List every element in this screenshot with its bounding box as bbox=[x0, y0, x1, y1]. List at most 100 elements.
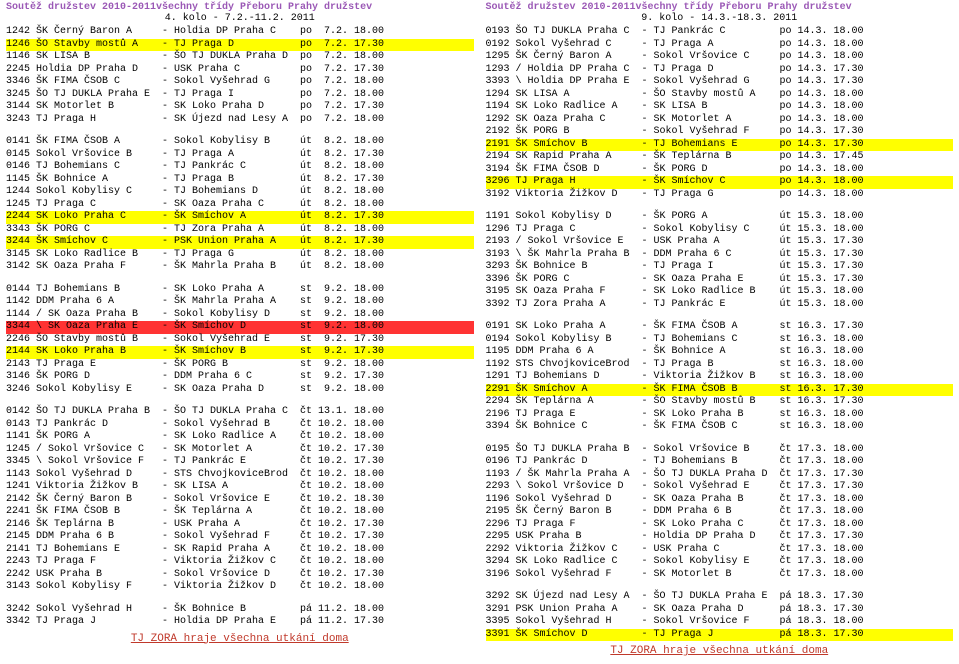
schedule-row: 0195 ŠO TJ DUKLA Praha B - Sokol Vršovic… bbox=[486, 444, 954, 457]
schedule-row: 2146 ŠK Teplárna B - USK Praha A čt 10.2… bbox=[6, 519, 474, 532]
footer-left: TJ ZORA hraje všechna utkání doma bbox=[6, 633, 474, 645]
schedule-row: 1294 SK LISA A - ŠO Stavby mostů A po 14… bbox=[486, 89, 954, 102]
schedule-row: 3393 \ Holdia DP Praha E - Sokol Vyšehra… bbox=[486, 76, 954, 89]
right-column: Soutěž družstev 2010-2011 všechny třídy … bbox=[480, 0, 959, 664]
schedule-row: 3246 Sokol Kobylisy E - SK Oaza Praha D … bbox=[6, 384, 474, 397]
schedule-row: 3346 ŠK FIMA ČSOB C - Sokol Vyšehrad G p… bbox=[6, 76, 474, 89]
schedule-row: 2192 ŠK PORG B - Sokol Vyšehrad F po 14.… bbox=[486, 126, 954, 139]
schedule-row: 3192 Viktoria Žižkov D - TJ Praga G po 1… bbox=[486, 189, 954, 202]
hdr-right-title: Soutěž družstev 2010-2011 bbox=[486, 2, 636, 13]
schedule-row: 0196 TJ Pankrác D - TJ Bohemians B čt 17… bbox=[486, 456, 954, 469]
schedule-row: 3345 \ Sokol Vršovice F - TJ Pankrác E č… bbox=[6, 456, 474, 469]
schedule-row: 2194 SK Rapid Praha A - ŠK Teplárna B po… bbox=[486, 151, 954, 164]
schedule-row: 2242 USK Praha B - Sokol Vršovice D čt 1… bbox=[6, 569, 474, 582]
schedule-row: 1244 Sokol Kobylisy C - TJ Bohemians D ú… bbox=[6, 186, 474, 199]
section-gap bbox=[6, 274, 474, 284]
schedule-row: 3142 SK Oaza Praha F - ŠK Mahrla Praha B… bbox=[6, 261, 474, 274]
schedule-row: 1192 STS ChvojkoviceBrod - TJ Praga B st… bbox=[486, 359, 954, 372]
schedule-row: 1146 SK LISA B - ŠO TJ DUKLA Praha D po … bbox=[6, 51, 474, 64]
schedule-row: 2296 TJ Praga F - SK Loko Praha C čt 17.… bbox=[486, 519, 954, 532]
schedule-row: 1144 / SK Oaza Praha B - Sokol Kobylisy … bbox=[6, 309, 474, 322]
schedule-row: 2142 ŠK Černý Baron B - Sokol Vršovice E… bbox=[6, 494, 474, 507]
rows-left: 1242 ŠK Černý Baron A - Holdia DP Praha … bbox=[6, 26, 474, 629]
section-gap bbox=[6, 126, 474, 136]
schedule-row: 3396 ŠK PORG C - SK Oaza Praha E út 15.3… bbox=[486, 274, 954, 287]
section-gap bbox=[6, 396, 474, 406]
schedule-row: 2291 ŠK Smíchov A - ŠK FIMA ČSOB B st 16… bbox=[486, 384, 954, 397]
subheader-right: 9. kolo - 14.3.-18.3. 2011 bbox=[486, 13, 954, 24]
schedule-row: 0145 Sokol Vršovice B - TJ Praga A út 8.… bbox=[6, 149, 474, 162]
footer-right: TJ ZORA hraje všechna utkání doma bbox=[486, 645, 954, 657]
schedule-row: 1142 DDM Praha 6 A - ŠK Mahrla Praha A s… bbox=[6, 296, 474, 309]
schedule-row: 3293 ŠK Bohnice B - TJ Praga I út 15.3. … bbox=[486, 261, 954, 274]
schedule-row: 1245 / Sokol Vršovice C - SK Motorlet A … bbox=[6, 444, 474, 457]
schedule-row: 3242 Sokol Vyšehrad H - ŠK Bohnice B pá … bbox=[6, 604, 474, 617]
schedule-row: 3394 ŠK Bohnice C - ŠK FIMA ČSOB C st 16… bbox=[486, 421, 954, 434]
schedule-row: 3196 Sokol Vyšehrad F - SK Motorlet B čt… bbox=[486, 569, 954, 582]
schedule-row: 3342 TJ Praga J - Holdia DP Praha E pá 1… bbox=[6, 616, 474, 629]
schedule-row: 0193 ŠO TJ DUKLA Praha C - TJ Pankrác C … bbox=[486, 26, 954, 39]
schedule-row: 3243 TJ Praga H - SK Újezd nad Lesy A po… bbox=[6, 114, 474, 127]
schedule-row: 3395 Sokol Vyšehrad H - Sokol Vršovice F… bbox=[486, 616, 954, 629]
schedule-row: 2191 ŠK Smíchov B - TJ Bohemians E po 14… bbox=[486, 139, 954, 152]
schedule-row: 2196 TJ Praga E - SK Loko Praha B st 16.… bbox=[486, 409, 954, 422]
schedule-row: 2144 SK Loko Praha B - ŠK Smíchov B st 9… bbox=[6, 346, 474, 359]
schedule-row: 1296 TJ Praga C - Sokol Kobylisy C út 15… bbox=[486, 224, 954, 237]
schedule-row: 2241 ŠK FIMA ČSOB B - ŠK Teplárna A čt 1… bbox=[6, 506, 474, 519]
schedule-row: 2246 ŠO Stavby mostů B - Sokol Vyšehrad … bbox=[6, 334, 474, 347]
section-gap bbox=[486, 201, 954, 211]
schedule-row: 3146 ŠK PORG D - DDM Praha 6 C st 9.2. 1… bbox=[6, 371, 474, 384]
schedule-row: 0146 TJ Bohemians C - TJ Pankrác C út 8.… bbox=[6, 161, 474, 174]
schedule-row: 2293 \ Sokol Vršovice D - Sokol Vyšehrad… bbox=[486, 481, 954, 494]
schedule-row: 3244 ŠK Smíchov C - PSK Union Praha A út… bbox=[6, 236, 474, 249]
schedule-row: 3391 ŠK Smíchov D - TJ Praga J pá 18.3. … bbox=[486, 629, 954, 642]
schedule-row: 1241 Viktoria Žižkov B - SK LISA A čt 10… bbox=[6, 481, 474, 494]
schedule-row: 3292 SK Újezd nad Lesy A - ŠO TJ DUKLA P… bbox=[486, 591, 954, 604]
schedule-row: 2294 ŠK Teplárna A - ŠO Stavby mostů B s… bbox=[486, 396, 954, 409]
schedule-row: 1193 / ŠK Mahrla Praha A - ŠO TJ DUKLA P… bbox=[486, 469, 954, 482]
section-gap bbox=[486, 311, 954, 321]
schedule-row: 2145 DDM Praha 6 B - Sokol Vyšehrad F čt… bbox=[6, 531, 474, 544]
schedule-row: 1143 Sokol Vyšehrad D - STS ChvojkoviceB… bbox=[6, 469, 474, 482]
schedule-row: 1292 SK Oaza Praha C - SK Motorlet A po … bbox=[486, 114, 954, 127]
schedule-row: 3296 TJ Praga H - ŠK Smíchov C po 14.3. … bbox=[486, 176, 954, 189]
schedule-row: 3392 TJ Zora Praha A - TJ Pankrác E út 1… bbox=[486, 299, 954, 312]
schedule-row: 2141 TJ Bohemians E - SK Rapid Praha A č… bbox=[6, 544, 474, 557]
schedule-row: 3143 Sokol Kobylisy F - Viktoria Žižkov … bbox=[6, 581, 474, 594]
schedule-row: 1291 TJ Bohemians D - Viktoria Žižkov B … bbox=[486, 371, 954, 384]
schedule-row: 0143 TJ Pankrác D - Sokol Vyšehrad B čt … bbox=[6, 419, 474, 432]
schedule-row: 0192 Sokol Vyšehrad C - TJ Praga A po 14… bbox=[486, 39, 954, 52]
subheader-left: 4. kolo - 7.2.-11.2. 2011 bbox=[6, 13, 474, 24]
header-left: Soutěž družstev 2010-2011 všechny třídy … bbox=[6, 2, 474, 13]
schedule-row: 3245 ŠO TJ DUKLA Praha E - TJ Praga I po… bbox=[6, 89, 474, 102]
rows-right: 0193 ŠO TJ DUKLA Praha C - TJ Pankrác C … bbox=[486, 26, 954, 641]
schedule-row: 3193 \ ŠK Mahrla Praha B - DDM Praha 6 C… bbox=[486, 249, 954, 262]
schedule-row: 3294 SK Loko Radlice C - Sokol Kobylisy … bbox=[486, 556, 954, 569]
schedule-row: 1246 ŠO Stavby mostů A - TJ Praga D po 7… bbox=[6, 39, 474, 52]
schedule-row: 1194 SK Loko Radlice A - SK LISA B po 14… bbox=[486, 101, 954, 114]
header-right: Soutěž družstev 2010-2011 všechny třídy … bbox=[486, 2, 954, 13]
schedule-row: 2245 Holdia DP Praha D - USK Praha C po … bbox=[6, 64, 474, 77]
schedule-row: 0194 Sokol Kobylisy B - TJ Bohemians C s… bbox=[486, 334, 954, 347]
hdr-left-title: Soutěž družstev 2010-2011 bbox=[6, 2, 156, 13]
schedule-row: 3194 ŠK FIMA ČSOB D - ŠK PORG D po 14.3.… bbox=[486, 164, 954, 177]
left-column: Soutěž družstev 2010-2011 všechny třídy … bbox=[0, 0, 480, 664]
section-gap bbox=[6, 594, 474, 604]
schedule-row: 0191 SK Loko Praha A - ŠK FIMA ČSOB A st… bbox=[486, 321, 954, 334]
schedule-row: 2295 USK Praha B - Holdia DP Praha D čt … bbox=[486, 531, 954, 544]
schedule-row: 0144 TJ Bohemians B - SK Loko Praha A st… bbox=[6, 284, 474, 297]
hdr-right-subtitle: všechny třídy Přeboru Prahy družstev bbox=[636, 2, 852, 13]
schedule-row: 3195 SK Oaza Praha F - SK Loko Radlice B… bbox=[486, 286, 954, 299]
schedule-row: 1196 Sokol Vyšehrad D - SK Oaza Praha B … bbox=[486, 494, 954, 507]
schedule-row: 2244 SK Loko Praha C - ŠK Smíchov A út 8… bbox=[6, 211, 474, 224]
schedule-row: 3343 ŠK PORG C - TJ Zora Praha A út 8.2.… bbox=[6, 224, 474, 237]
schedule-row: 0142 ŠO TJ DUKLA Praha B - ŠO TJ DUKLA P… bbox=[6, 406, 474, 419]
schedule-row: 2195 ŠK Černý Baron B - DDM Praha 6 B čt… bbox=[486, 506, 954, 519]
section-gap bbox=[486, 581, 954, 591]
schedule-row: 1295 ŠK Černý Baron A - Sokol Vršovice C… bbox=[486, 51, 954, 64]
schedule-row: 3144 SK Motorlet B - SK Loko Praha D po … bbox=[6, 101, 474, 114]
schedule-row: 1242 ŠK Černý Baron A - Holdia DP Praha … bbox=[6, 26, 474, 39]
schedule-row: 3291 PSK Union Praha A - SK Oaza Praha D… bbox=[486, 604, 954, 617]
schedule-row: 2292 Viktoria Žižkov C - USK Praha C čt … bbox=[486, 544, 954, 557]
schedule-row: 1293 / Holdia DP Praha C - TJ Praga D po… bbox=[486, 64, 954, 77]
